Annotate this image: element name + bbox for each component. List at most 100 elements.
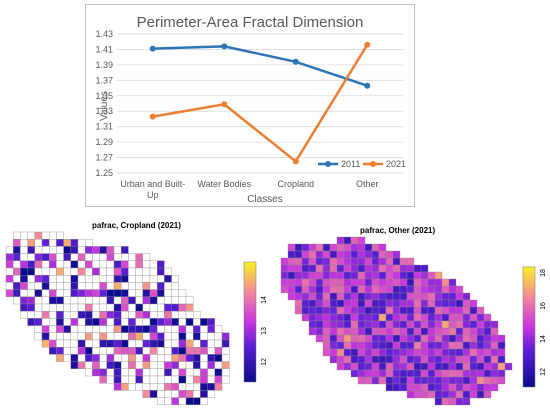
- raster-cell: [185, 347, 194, 355]
- raster-cell: [63, 289, 71, 297]
- raster-cell: [357, 264, 366, 273]
- raster-cell: [185, 332, 194, 341]
- raster-cell: [378, 334, 387, 343]
- raster-cell: [20, 289, 28, 297]
- raster-cell: [128, 368, 136, 377]
- raster-cell: [49, 253, 57, 261]
- raster-cell: [13, 239, 21, 247]
- raster-cell: [178, 397, 187, 405]
- raster-cell: [364, 334, 373, 343]
- raster-cell: [448, 369, 457, 378]
- raster-cell: [420, 376, 429, 385]
- raster-cell: [322, 327, 331, 336]
- colorbar-tick: 13: [261, 327, 268, 335]
- raster-cell: [99, 296, 107, 305]
- raster-cell: [128, 375, 136, 384]
- raster-cell: [371, 250, 380, 259]
- raster-cell: [455, 327, 464, 336]
- raster-cell: [121, 354, 129, 362]
- raster-cell: [20, 275, 28, 283]
- raster-cell: [329, 299, 338, 308]
- raster-cell: [322, 299, 331, 308]
- raster-cell: [434, 334, 443, 343]
- raster-cell: [350, 250, 359, 259]
- raster-cell: [207, 368, 215, 377]
- raster-cell: [343, 264, 352, 273]
- raster-cell: [157, 282, 165, 290]
- raster-cell: [200, 361, 208, 369]
- raster-cell: [420, 271, 429, 280]
- raster-cell: [149, 383, 158, 391]
- raster-cell: [441, 397, 450, 406]
- colorbar-tick: 12: [261, 358, 268, 366]
- raster-cell: [106, 296, 115, 305]
- raster-cell: [34, 246, 43, 254]
- raster-cell: [207, 339, 215, 348]
- raster-cell: [378, 285, 387, 294]
- raster-cell: [85, 368, 93, 377]
- raster-cell: [343, 257, 352, 266]
- colorbar-tick: 18: [540, 269, 547, 277]
- raster-cell: [364, 376, 373, 385]
- raster-cell: [413, 320, 422, 329]
- raster-cell: [77, 289, 86, 297]
- raster-cell: [70, 339, 79, 348]
- raster-cell: [343, 278, 352, 287]
- raster-cell: [371, 257, 380, 266]
- raster-cell: [70, 303, 79, 312]
- raster-cell: [378, 292, 387, 301]
- raster-cell: [497, 348, 506, 357]
- raster-cell: [469, 362, 478, 371]
- raster-cell: [157, 375, 165, 384]
- raster-cell: [49, 318, 57, 326]
- raster-cell: [193, 368, 201, 377]
- raster-cell: [434, 306, 443, 315]
- raster-cell: [448, 306, 457, 315]
- raster-cell: [193, 325, 201, 333]
- raster-cell: [427, 341, 436, 350]
- raster-cell: [106, 303, 115, 312]
- raster-cell: [34, 332, 43, 341]
- raster-cell: [128, 260, 136, 269]
- raster-cell: [41, 296, 50, 305]
- raster-cell: [135, 303, 143, 312]
- raster-cell: [5, 275, 14, 283]
- raster-cell: [385, 257, 394, 266]
- raster-cell: [315, 257, 324, 266]
- raster-cell: [476, 334, 485, 343]
- raster-cell: [149, 368, 158, 377]
- raster-cell: [490, 320, 499, 329]
- raster-cell: [171, 325, 179, 333]
- colorbar-gradient: [243, 261, 257, 383]
- raster-cell: [336, 341, 345, 350]
- raster-cell: [329, 257, 338, 266]
- raster-cell: [121, 289, 129, 297]
- raster-cell: [364, 327, 373, 336]
- raster-cell: [157, 311, 165, 319]
- raster-cell: [343, 271, 352, 280]
- raster-cell: [357, 243, 366, 252]
- raster-cell: [448, 285, 457, 294]
- raster-cell: [280, 271, 289, 280]
- other-cells: [280, 236, 513, 406]
- raster-cell: [434, 390, 443, 399]
- raster-cell: [106, 354, 115, 362]
- raster-cell: [287, 271, 296, 280]
- raster-cell: [99, 267, 107, 276]
- raster-cell: [34, 239, 43, 247]
- raster-cell: [99, 347, 107, 355]
- raster-cell: [92, 354, 100, 362]
- raster-cell: [294, 306, 303, 315]
- raster-cell: [357, 299, 366, 308]
- raster-cell: [185, 339, 194, 348]
- raster-cell: [99, 311, 107, 319]
- raster-cell: [315, 264, 324, 273]
- raster-cell: [315, 243, 324, 252]
- y-tick-label: 1.43: [95, 29, 113, 39]
- raster-cell: [63, 318, 71, 326]
- raster-cell: [13, 275, 21, 283]
- raster-cell: [294, 292, 303, 301]
- raster-cell: [322, 348, 331, 357]
- raster-cell: [142, 332, 151, 341]
- raster-cell: [157, 267, 165, 276]
